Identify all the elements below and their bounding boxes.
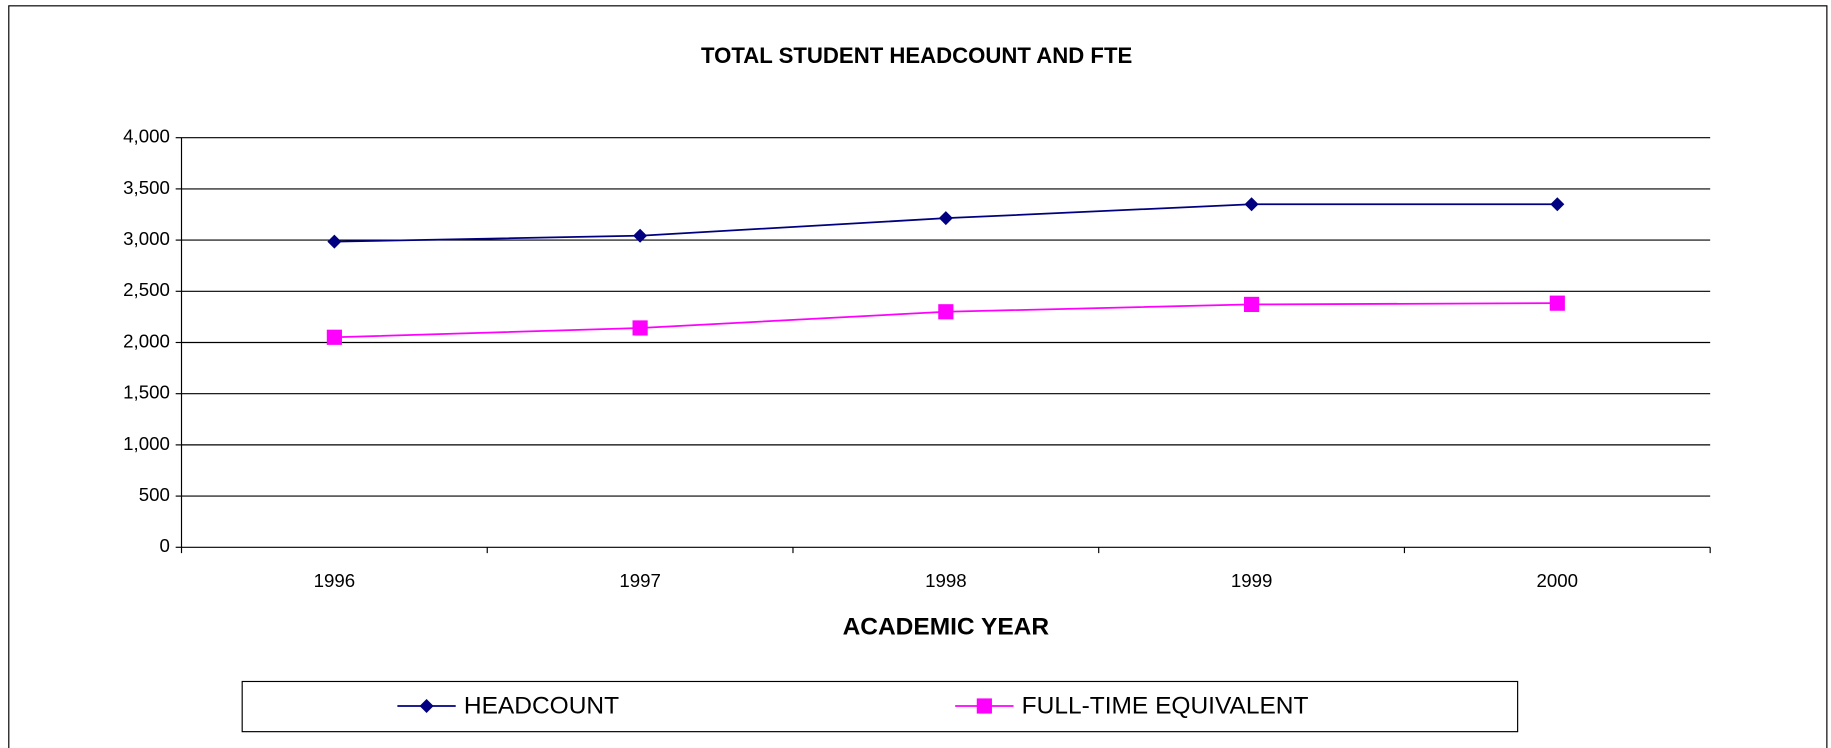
data-point bbox=[938, 211, 953, 226]
data-point bbox=[1549, 295, 1565, 311]
x-tick-label: 1996 bbox=[314, 570, 356, 591]
x-tick-label: 2000 bbox=[1537, 570, 1579, 591]
x-tick-label: 1999 bbox=[1231, 570, 1273, 591]
chart-title: TOTAL STUDENT HEADCOUNT AND FTE bbox=[701, 43, 1132, 68]
legend-marker bbox=[976, 698, 992, 714]
data-point bbox=[632, 320, 648, 336]
legend-marker bbox=[419, 698, 434, 713]
x-axis-title: ACADEMIC YEAR bbox=[843, 613, 1050, 640]
y-tick-label: 3,000 bbox=[123, 228, 170, 249]
chart-border bbox=[8, 5, 1828, 748]
y-tick-label: 2,500 bbox=[123, 279, 170, 300]
data-point bbox=[633, 228, 648, 243]
y-tick-label: 1,500 bbox=[123, 382, 170, 403]
y-tick-label: 0 bbox=[159, 535, 169, 556]
data-point bbox=[1244, 197, 1259, 212]
legend-label: HEADCOUNT bbox=[464, 693, 619, 720]
y-tick-label: 3,500 bbox=[123, 177, 170, 198]
y-tick-label: 4,000 bbox=[123, 126, 170, 147]
x-tick-label: 1998 bbox=[925, 570, 967, 591]
y-tick-label: 500 bbox=[139, 484, 170, 505]
legend-label: FULL-TIME EQUIVALENT bbox=[1022, 693, 1309, 720]
data-point bbox=[326, 329, 342, 345]
x-tick-label: 1997 bbox=[619, 570, 661, 591]
y-tick-label: 2,000 bbox=[123, 330, 170, 351]
y-tick-label: 1,000 bbox=[123, 433, 170, 454]
data-point bbox=[327, 234, 342, 249]
data-point bbox=[938, 304, 954, 320]
data-point bbox=[1243, 296, 1260, 312]
